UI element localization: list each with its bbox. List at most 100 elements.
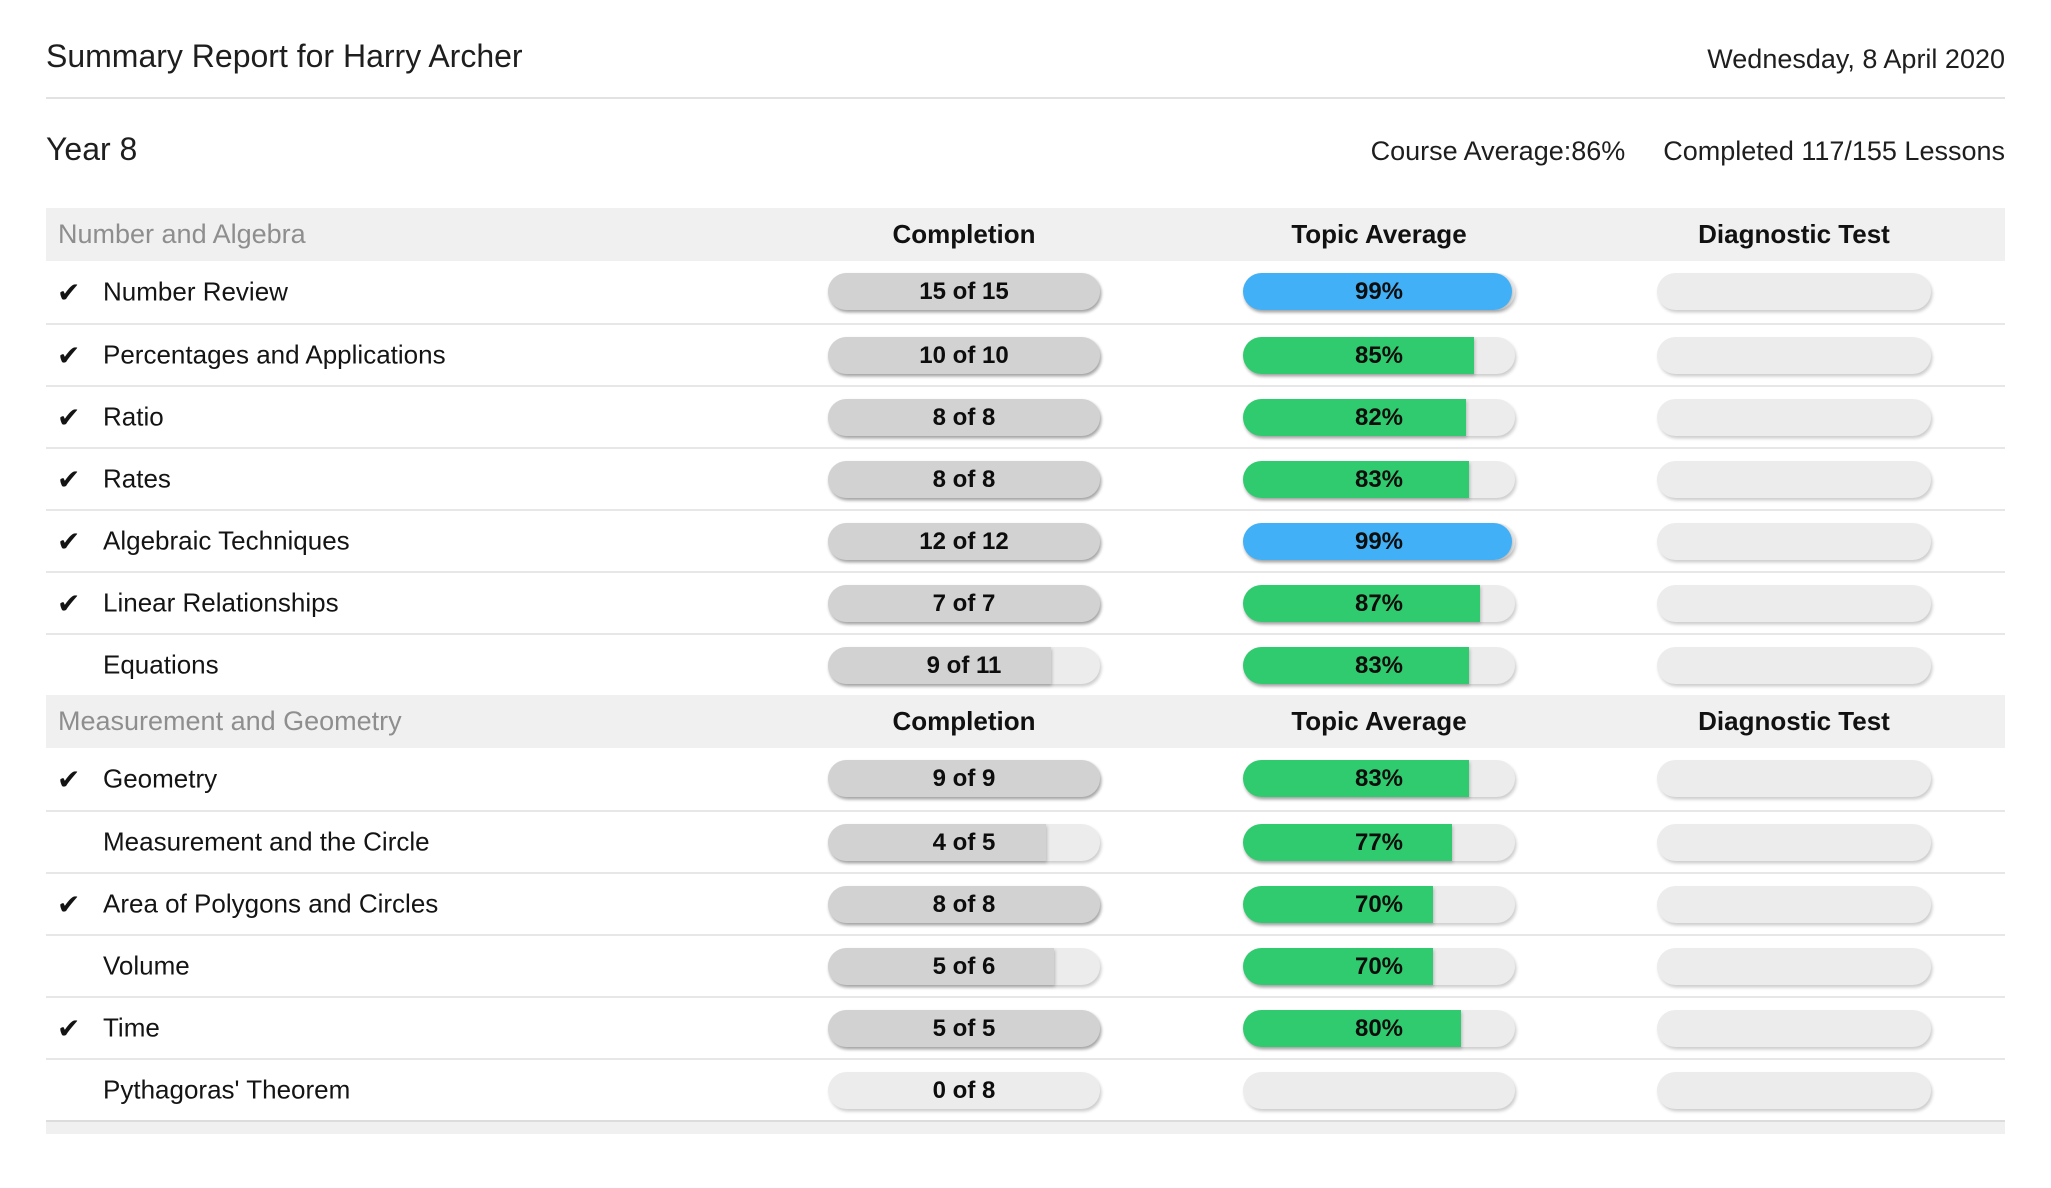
completion-label: 12 of 12 — [919, 528, 1009, 555]
report-header: Summary Report for Harry Archer Wednesda… — [46, 38, 2005, 99]
completion-progress-fill — [828, 523, 1100, 560]
topic-average-label: 83% — [1354, 765, 1404, 792]
lessons-completed: Completed 117/155 Lessons — [1663, 136, 2005, 166]
completion-progress-fill — [828, 273, 1100, 310]
completion-progress-fill — [828, 824, 1046, 861]
column-header-completion: Completion — [892, 706, 1036, 736]
completion-progress-pill: 8 of 8 — [828, 399, 1100, 436]
column-header-diagnostic-test: Diagnostic Test — [1698, 706, 1890, 736]
topic-name: Equations — [103, 649, 219, 680]
topic-average-fill — [1243, 948, 1434, 985]
completion-progress-fill — [828, 1010, 1100, 1047]
completion-progress-pill: 9 of 9 — [828, 760, 1100, 797]
topic-average-pill: 87% — [1243, 585, 1515, 622]
topic-average-fill — [1243, 337, 1475, 374]
topic-average-fill — [1243, 760, 1469, 797]
completion-label: 8 of 8 — [932, 466, 996, 493]
diagnostic-test-pill — [1657, 886, 1931, 923]
topic-average-pill: 70% — [1243, 948, 1515, 985]
topic-row: ✔ Ratio 8 of 8 82% — [46, 385, 2005, 447]
completion-progress-pill: 7 of 7 — [828, 585, 1100, 622]
diagnostic-test-pill — [1657, 399, 1931, 436]
completion-label: 4 of 5 — [932, 829, 996, 856]
topic-average-label: 87% — [1354, 590, 1404, 617]
topic-average-label: 83% — [1354, 466, 1404, 493]
completed-check-icon: ✔ — [57, 525, 81, 557]
completed-check-icon: ✔ — [57, 587, 81, 619]
page-title: Summary Report for Harry Archer — [46, 38, 523, 74]
column-header-topic-average: Topic Average — [1291, 706, 1467, 736]
completion-progress-pill: 4 of 5 — [828, 824, 1100, 861]
diagnostic-test-pill — [1657, 585, 1931, 622]
course-title: Year 8 — [46, 131, 138, 167]
completion-label: 5 of 5 — [932, 1015, 996, 1042]
section-rows: ✔ Geometry 9 of 9 83% Measurement and th… — [46, 748, 2005, 1120]
completion-progress-fill — [828, 760, 1100, 797]
completion-label: 8 of 8 — [932, 404, 996, 431]
topic-average-fill — [1243, 585, 1480, 622]
section-header: Measurement and Geometry Completion Topi… — [46, 695, 2005, 748]
completion-label: 5 of 6 — [932, 953, 996, 980]
topic-row: Volume 5 of 6 70% — [46, 934, 2005, 996]
completion-progress-pill: 12 of 12 — [828, 523, 1100, 560]
topic-average-fill — [1243, 523, 1513, 560]
completion-progress-pill: 8 of 8 — [828, 461, 1100, 498]
completion-progress-fill — [828, 399, 1100, 436]
diagnostic-test-pill — [1657, 1010, 1931, 1047]
completion-label: 8 of 8 — [932, 891, 996, 918]
topic-average-label — [1243, 1072, 1515, 1109]
completion-progress-pill: 9 of 11 — [828, 647, 1100, 684]
completion-label: 7 of 7 — [932, 590, 996, 617]
diagnostic-test-pill — [1657, 824, 1931, 861]
topic-average-label: 99% — [1354, 528, 1404, 555]
topic-average-fill — [1243, 824, 1453, 861]
completion-progress-pill: 15 of 15 — [828, 273, 1100, 310]
next-section-header-partial — [46, 1120, 2005, 1134]
topic-average-label: 99% — [1354, 278, 1404, 305]
topic-average-pill: 77% — [1243, 824, 1515, 861]
topic-row: ✔ Area of Polygons and Circles 8 of 8 70… — [46, 872, 2005, 934]
topic-average-pill: 82% — [1243, 399, 1515, 436]
course-header: Year 8 Course Average:86% Completed 117/… — [46, 131, 2005, 168]
section-title: Number and Algebra — [58, 219, 306, 249]
column-header-completion: Completion — [892, 219, 1036, 249]
completion-progress-pill: 8 of 8 — [828, 886, 1100, 923]
topic-average-fill — [1243, 1010, 1461, 1047]
topic-row: ✔ Algebraic Techniques 12 of 12 99% — [46, 509, 2005, 571]
topic-row: ✔ Linear Relationships 7 of 7 87% — [46, 571, 2005, 633]
diagnostic-test-pill — [1657, 337, 1931, 374]
topic-average-fill — [1243, 273, 1513, 310]
diagnostic-test-pill — [1657, 647, 1931, 684]
column-header-diagnostic-test: Diagnostic Test — [1698, 219, 1890, 249]
topic-average-pill: 85% — [1243, 337, 1515, 374]
topic-average-label: 83% — [1354, 652, 1404, 679]
completed-check-icon: ✔ — [57, 463, 81, 495]
course-stats: Course Average:86% Completed 117/155 Les… — [1371, 136, 2005, 167]
completed-check-icon: ✔ — [57, 888, 81, 920]
topic-row: ✔ Time 5 of 5 80% — [46, 996, 2005, 1058]
topic-average-pill: 83% — [1243, 461, 1515, 498]
course-average: Course Average:86% — [1370, 136, 1626, 166]
completion-progress-pill: 5 of 5 — [828, 1010, 1100, 1047]
topic-row: Equations 9 of 11 83% — [46, 633, 2005, 695]
column-header-topic-average: Topic Average — [1291, 219, 1467, 249]
topic-average-label: 85% — [1354, 342, 1404, 369]
completed-check-icon: ✔ — [57, 1012, 81, 1044]
diagnostic-test-pill — [1657, 948, 1931, 985]
section-rows: ✔ Number Review 15 of 15 99% ✔ Percentag… — [46, 261, 2005, 695]
diagnostic-test-pill — [1657, 461, 1931, 498]
topic-average-pill: 99% — [1243, 523, 1515, 560]
topic-average-fill — [1243, 647, 1469, 684]
section-title: Measurement and Geometry — [58, 706, 402, 736]
topic-row: ✔ Rates 8 of 8 83% — [46, 447, 2005, 509]
diagnostic-test-pill — [1657, 760, 1931, 797]
topics-table: Number and Algebra Completion Topic Aver… — [46, 208, 2005, 1120]
topic-name: Ratio — [103, 401, 164, 432]
completed-check-icon: ✔ — [57, 763, 81, 795]
completion-progress-fill — [828, 886, 1100, 923]
completion-label: 10 of 10 — [919, 342, 1009, 369]
topic-name: Geometry — [103, 763, 218, 794]
topic-average-label: 70% — [1354, 953, 1404, 980]
topic-average-pill: 83% — [1243, 760, 1515, 797]
completion-label: 9 of 9 — [932, 765, 996, 792]
